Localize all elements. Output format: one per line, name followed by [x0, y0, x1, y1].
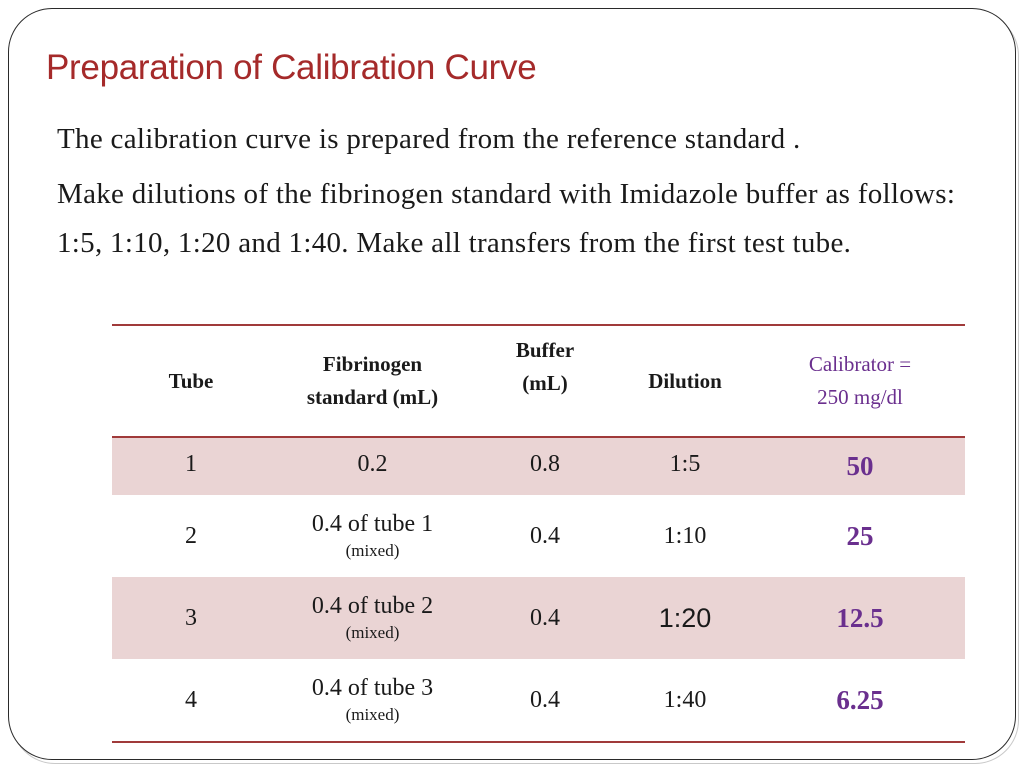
cell-tube: 2: [185, 522, 197, 549]
header-calibrator: Calibrator = 250 mg/dl: [755, 348, 965, 414]
table-row: 3 0.4 of tube 2 (mixed) 0.4 1:20 12.5: [112, 577, 965, 659]
table-row: 1 0.2 0.8 1:5 50: [112, 438, 965, 495]
header-buffer-line2: (mL): [522, 371, 568, 395]
cell-buffer: 0.4: [530, 686, 560, 713]
table-row: 4 0.4 of tube 3 (mixed) 0.4 1:40 6.25: [112, 659, 965, 741]
cell-dilution: 1:5: [669, 451, 701, 477]
header-buffer: Buffer (mL): [475, 334, 615, 400]
paragraph-dilution-instructions: Make dilutions of the fibrinogen standar…: [57, 178, 956, 259]
table-bottom-rule: [112, 741, 965, 743]
cell-calibrator: 12.5: [836, 602, 884, 633]
header-buffer-line1: Buffer: [515, 338, 575, 362]
header-dilution: Dilution: [648, 368, 722, 393]
table-header-row: Tube Fibrinogen standard (mL) Buffer (mL…: [112, 326, 965, 436]
cell-calibrator: 25: [846, 520, 874, 551]
cell-standard: 0.2: [357, 451, 388, 477]
header-bottom-rule: [112, 436, 965, 438]
cell-dilution: 1:40: [663, 686, 707, 713]
cell-standard: 0.4 of tube 1 (mixed): [270, 509, 475, 563]
cell-standard-text: 0.4 of tube 3: [311, 675, 434, 701]
cell-calibrator: 6.25: [836, 684, 884, 715]
cell-standard-note: (mixed): [345, 541, 400, 560]
header-calibrator-line2: 250 mg/dl: [817, 385, 903, 409]
cell-calibrator: 50: [846, 451, 874, 481]
header-standard-line2: standard (mL): [306, 385, 439, 409]
header-tube: Tube: [168, 368, 214, 393]
cell-standard-note: (mixed): [345, 623, 400, 642]
cell-tube: 4: [185, 686, 197, 713]
cell-standard: 0.4 of tube 3 (mixed): [270, 673, 475, 727]
cell-standard-note: (mixed): [345, 705, 400, 724]
cell-tube: 1: [185, 451, 197, 477]
calibration-table: Tube Fibrinogen standard (mL) Buffer (mL…: [112, 324, 965, 743]
cell-buffer: 0.4: [530, 522, 560, 549]
cell-buffer: 0.4: [530, 604, 560, 631]
header-fibrinogen-standard: Fibrinogen standard (mL): [270, 348, 475, 414]
table-top-rule: [112, 324, 965, 326]
cell-dilution: 1:20: [658, 602, 712, 633]
slide-title: Preparation of Calibration Curve: [46, 48, 537, 87]
cell-dilution: 1:10: [663, 522, 707, 549]
table-row: 2 0.4 of tube 1 (mixed) 0.4 1:10 25: [112, 495, 965, 577]
cell-tube: 3: [185, 604, 197, 631]
cell-standard: 0.4 of tube 2 (mixed): [270, 591, 475, 645]
cell-standard-text: 0.4 of tube 2: [311, 593, 434, 619]
header-calibrator-line1: Calibrator =: [808, 352, 912, 376]
header-standard-line1: Fibrinogen: [322, 352, 423, 376]
paragraph-calibration-intro: The calibration curve is prepared from t…: [57, 123, 801, 155]
cell-buffer: 0.8: [530, 451, 560, 477]
cell-standard-text: 0.4 of tube 1: [311, 511, 434, 537]
